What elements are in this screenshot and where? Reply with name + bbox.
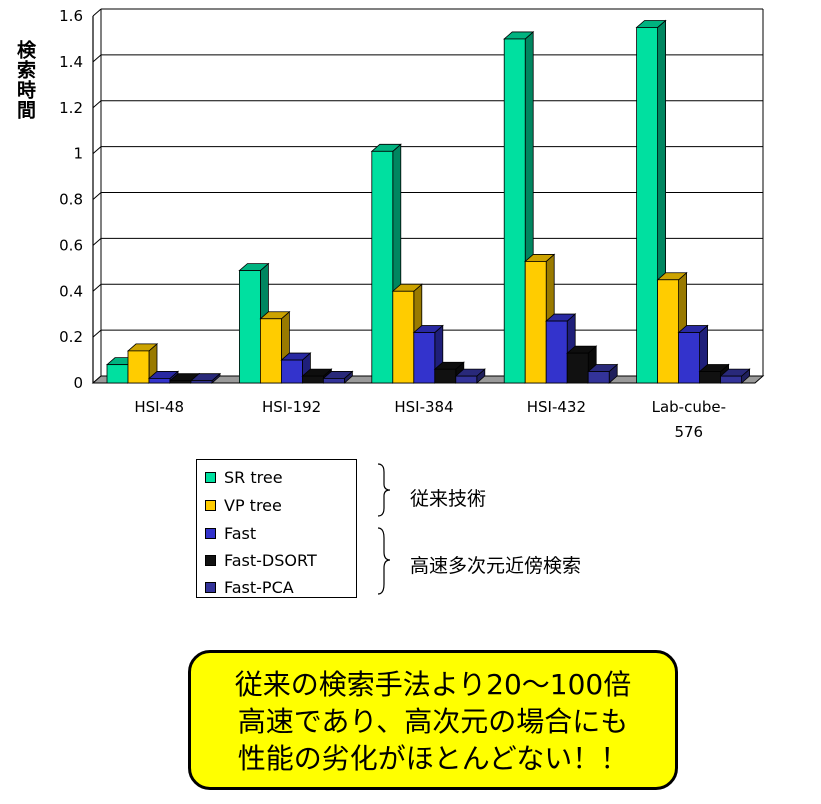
bar-vp-tree-hsi-48 (127, 350, 150, 384)
callout-line-3: 性能の劣化がほとんどない！！ (237, 742, 629, 775)
legend-swatch-fast-pca (205, 581, 216, 593)
legend-item-fast-pca: Fast-PCA (205, 576, 294, 598)
legend-item-sr-tree: SR tree (205, 466, 283, 488)
bar-chart: 0 0.2 0.4 0.6 0.8 1 1.2 1.4 1.6 HSI-48 HSI-192 HSI-… (59, 7, 765, 441)
legend-swatch-vp-tree (205, 499, 216, 511)
bar-fast-pca-hsi-192 (322, 378, 345, 384)
bar-fast-hsi-192 (280, 359, 303, 384)
y-tick-label: 0.8 (59, 191, 83, 209)
y-tick-label: 0.4 (59, 282, 83, 300)
grid-side-line (92, 54, 102, 63)
grid-side-line (92, 8, 102, 17)
brace-icon-group1 (377, 463, 391, 595)
legend: SR tree VP tree Fast Fast-DSORT Fast-PCA (196, 459, 357, 598)
legend-item-fast-dsort: Fast-DSORT (205, 549, 317, 571)
legend-item-fast: Fast (205, 522, 256, 544)
x-tick-label: 576 (674, 423, 703, 441)
x-tick-label: Lab-cube- (652, 398, 726, 416)
bar-fast-hsi-48 (148, 378, 171, 384)
bar-vp-tree-hsi-432 (524, 261, 547, 384)
y-tick-label: 0.2 (59, 328, 83, 346)
y-tick-label: 1.2 (59, 99, 83, 117)
legend-swatch-sr-tree (205, 471, 216, 483)
x-tick-label: HSI-432 (527, 398, 586, 416)
bar-fast-dsort-hsi-48 (169, 380, 192, 384)
legend-label: VP tree (224, 495, 282, 515)
legend-label: Fast-DSORT (224, 550, 317, 570)
x-tick-label: HSI-48 (134, 398, 184, 416)
bar-fast-pca-hsi-384 (455, 375, 478, 384)
bar-vp-tree-hsi-192 (259, 318, 282, 384)
bar-fast-lab-cube-576 (678, 332, 700, 384)
bar-fast-pca-hsi-48 (190, 380, 213, 384)
bar-fast-pca-lab-cube-576 (720, 375, 742, 384)
x-tick-label: HSI-384 (394, 398, 453, 416)
grid-side-line (92, 100, 102, 109)
legend-group-label-conventional: 従来技術 (410, 488, 487, 510)
grid-side-line (92, 283, 102, 292)
y-axis-label: 検索時間 (14, 40, 36, 120)
y-tick-label: 0.6 (59, 236, 83, 254)
bar-sr-tree-hsi-384 (371, 150, 394, 384)
y-tick-label: 0 (73, 374, 83, 392)
legend-swatch-fast-dsort (205, 554, 216, 566)
legend-item-vp-tree: VP tree (205, 494, 282, 516)
legend-label: Fast-PCA (224, 577, 294, 597)
callout-line-2: 高速であり、高次元の場合にも (237, 705, 629, 738)
bar-fast-dsort-hsi-384 (434, 368, 457, 384)
callout-box: 従来の検索手法より20～100倍 高速であり、高次元の場合にも 性能の劣化がほと… (188, 650, 678, 790)
bar-fast-hsi-384 (413, 332, 436, 384)
bar-fast-dsort-hsi-192 (301, 375, 324, 384)
grid-side-line (92, 329, 102, 338)
bar-vp-tree-hsi-384 (392, 290, 415, 384)
y-tick-label: 1.4 (59, 53, 83, 71)
bar-fast-dsort-lab-cube-576 (699, 371, 721, 384)
grid-side-line (92, 146, 102, 155)
bar-fast-hsi-432 (545, 320, 568, 384)
y-tick-label: 1 (73, 145, 83, 163)
bar-sr-tree-hsi-432 (503, 38, 526, 384)
bar-sr-tree-hsi-192 (238, 270, 261, 384)
grid-side-line (92, 192, 102, 200)
legend-swatch-fast (205, 527, 216, 539)
y-tick-label: 1.6 (59, 7, 83, 25)
legend-group-label-fast: 高速多次元近傍検索 (410, 555, 582, 577)
bar-sr-tree-hsi-48 (106, 364, 129, 384)
bar-fast-pca-hsi-432 (587, 371, 610, 384)
legend-label: Fast (224, 523, 257, 543)
x-tick-label: HSI-192 (262, 398, 321, 416)
bar-sr-tree-lab-cube-576 (636, 27, 658, 384)
legend-label: SR tree (224, 467, 283, 487)
bar-fast-dsort-hsi-432 (566, 352, 589, 384)
callout-line-1: 従来の検索手法より20～100倍 (234, 668, 632, 701)
bar-vp-tree-lab-cube-576 (657, 279, 679, 384)
grid-side-line (92, 237, 102, 246)
